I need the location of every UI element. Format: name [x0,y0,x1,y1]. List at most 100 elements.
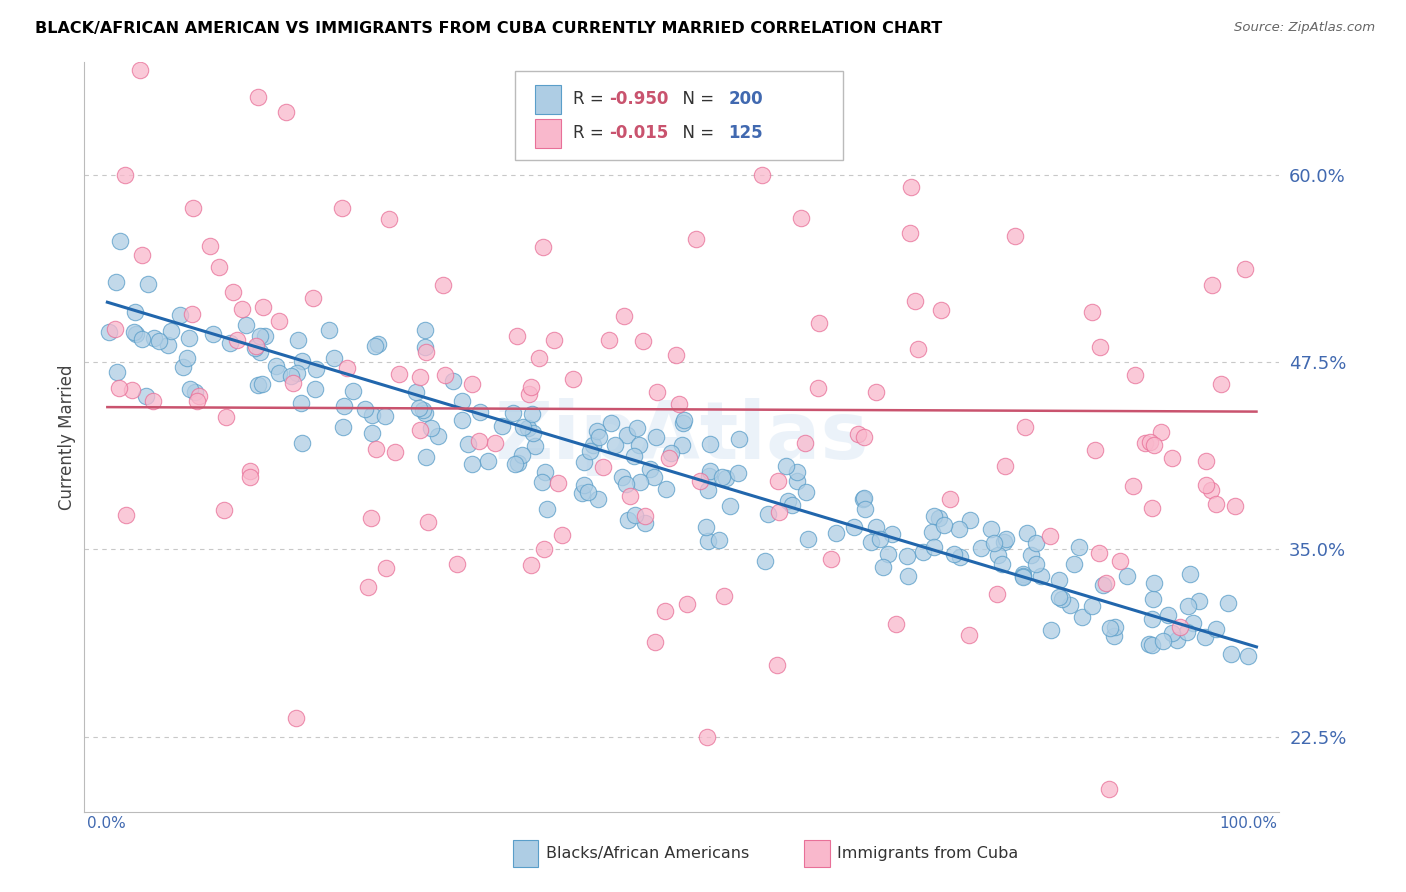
Point [291,436,314,450]
Point [1150,425,1173,440]
Point [533,542,555,557]
Point [612,470,634,484]
Point [491,419,513,434]
Point [846,427,869,442]
Point [778,494,800,508]
Point [122,325,145,339]
Text: -0.950: -0.950 [609,90,668,109]
Point [633,508,655,523]
Point [685,232,707,246]
Point [711,470,734,484]
Point [128,62,150,77]
Point [269,366,291,380]
Point [659,446,682,460]
Point [415,450,437,464]
Point [672,413,695,427]
Point [135,388,157,402]
Point [780,499,803,513]
Point [330,201,353,215]
Point [506,328,529,343]
Point [1047,574,1070,588]
Text: R =: R = [574,90,609,109]
Point [586,424,609,438]
Point [948,523,970,537]
Point [1142,592,1164,607]
Point [332,419,354,434]
Point [616,427,638,442]
Point [519,558,541,572]
Point [522,426,544,441]
Point [1133,435,1156,450]
Point [616,513,638,527]
Point [582,438,605,452]
Point [219,336,242,351]
Point [718,499,741,513]
Point [600,416,623,430]
Point [1059,598,1081,612]
Point [576,485,599,500]
Point [689,474,711,488]
Point [524,439,547,453]
Point [876,547,898,561]
Point [250,376,273,391]
Point [405,384,427,399]
Point [291,354,314,368]
Point [287,333,309,347]
Point [983,536,1005,550]
Point [1216,596,1239,610]
Point [280,369,302,384]
Point [1201,278,1223,293]
Point [184,385,207,400]
Point [1025,557,1047,571]
Point [208,260,231,274]
Point [1094,575,1116,590]
Point [1152,634,1174,648]
Point [374,409,396,423]
Point [461,376,484,391]
Point [1211,377,1233,392]
Text: 200: 200 [728,90,763,109]
Point [880,526,903,541]
Point [1166,632,1188,647]
Point [543,333,565,347]
Point [477,454,499,468]
Point [108,234,131,248]
Point [959,513,981,527]
Point [451,413,474,427]
Bar [534,120,561,148]
Point [904,293,927,308]
Point [1161,450,1184,465]
Point [470,404,492,418]
Point [654,604,676,618]
Point [301,291,323,305]
Text: 0.0%: 0.0% [87,816,125,831]
Point [898,226,921,240]
Point [446,557,468,571]
Point [136,277,159,291]
Point [628,475,651,489]
Point [1223,500,1246,514]
Point [825,525,848,540]
Point [415,345,437,359]
Point [1063,557,1085,571]
Text: N =: N = [672,125,720,143]
Point [212,502,235,516]
Point [460,457,482,471]
Point [198,239,221,253]
Point [603,438,626,452]
Point [993,535,1015,549]
Point [1182,615,1205,630]
Point [176,351,198,365]
Point [520,380,543,394]
Point [869,532,891,546]
Text: R =: R = [574,125,609,143]
Point [786,474,808,488]
Point [457,437,479,451]
Point [939,491,962,506]
Point [1104,620,1126,634]
Point [993,459,1015,474]
Point [249,345,271,359]
Point [360,511,382,525]
Point [215,410,238,425]
Point [929,302,952,317]
